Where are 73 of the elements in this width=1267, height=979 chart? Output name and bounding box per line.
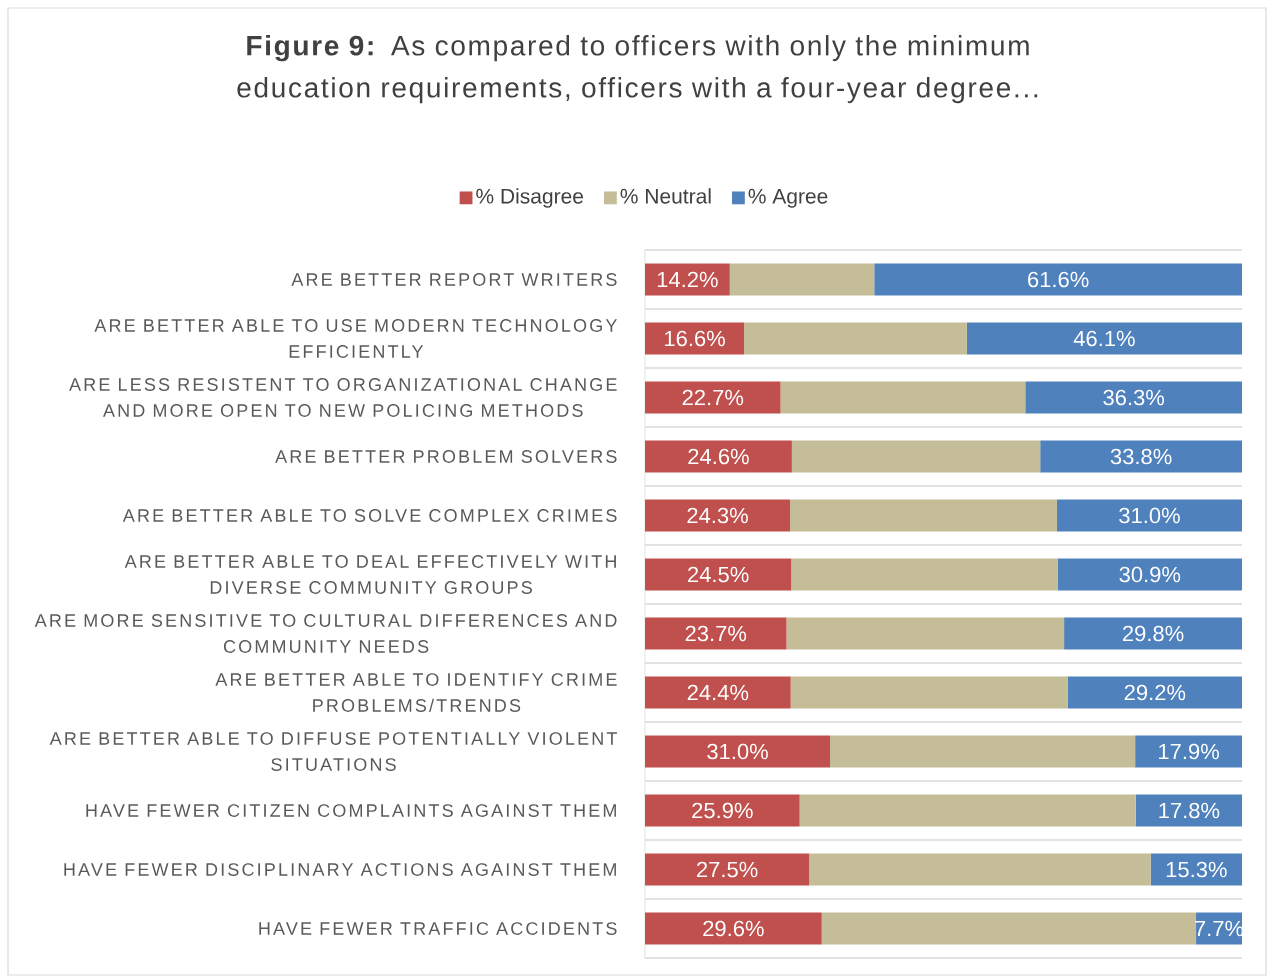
bar xyxy=(1135,735,1243,768)
bar xyxy=(1040,440,1243,473)
bar xyxy=(809,853,1151,886)
y-tick-label: HAVE FEWER CITIZEN COMPLAINTS AGAINST THEM xyxy=(86,804,616,817)
bar xyxy=(874,263,1243,296)
data-label: 33.8% xyxy=(1110,448,1172,465)
bar xyxy=(729,263,875,296)
y-tick-label: ARE BETTER ABLE TO DIFFUSE POTENTIALLY VIOLENT SITUATIONS xyxy=(49,732,617,771)
bar xyxy=(645,617,787,650)
y-tick-label: ARE LESS RESISTENT TO ORGANIZATIONAL CHANGE AND MORE OPEN TO NEW POLICING METHODS xyxy=(69,378,617,417)
bar xyxy=(799,794,1136,827)
data-label: 24.4% xyxy=(687,684,749,701)
bar xyxy=(645,322,745,355)
y-tick-label: ARE MORE SENSITIVE TO CULTURAL DIFFERENCES AND COMMUNITY NEEDS xyxy=(34,614,617,653)
bar xyxy=(791,440,1041,473)
data-label: 30.9% xyxy=(1119,566,1181,583)
bar xyxy=(645,676,791,709)
bar xyxy=(645,558,792,591)
data-label: 23.7% xyxy=(685,625,747,642)
data-label: 17.9% xyxy=(1159,743,1219,760)
data-label: 24.6% xyxy=(688,448,749,465)
data-label: 16.6% xyxy=(665,330,725,347)
data-label: 24.5% xyxy=(688,566,749,583)
bar xyxy=(830,735,1136,768)
bar xyxy=(966,322,1243,355)
bar xyxy=(1150,853,1243,886)
bar xyxy=(744,322,967,355)
bar xyxy=(1025,381,1243,414)
y-tick-label: ARE BETTER ABLE TO SOLVE COMPLEX CRIMES xyxy=(122,509,617,522)
y-tick-label: HAVE FEWER TRAFFIC ACCIDENTS xyxy=(259,922,617,935)
y-tick-label: ARE BETTER ABLE TO USE MODERN TECHNOLOGY EFFICIENTLY xyxy=(94,319,617,358)
data-label: 14.2% xyxy=(657,271,718,288)
data-label: 36.3% xyxy=(1103,389,1165,406)
bar xyxy=(790,499,1057,532)
bar xyxy=(790,676,1068,709)
data-label: 25.9% xyxy=(692,802,753,819)
data-label: 46.1% xyxy=(1073,330,1135,347)
y-tick-label: ARE BETTER REPORT WRITERS xyxy=(291,273,617,286)
bar xyxy=(1057,558,1243,591)
bar xyxy=(780,381,1026,414)
bar xyxy=(645,735,831,768)
data-label: 31.0% xyxy=(1119,507,1180,524)
legend-label: % Disagree xyxy=(476,188,584,208)
bar xyxy=(1056,499,1243,532)
data-label: 15.3% xyxy=(1166,861,1227,878)
bar xyxy=(645,440,792,473)
legend-label: % Agree xyxy=(748,188,828,208)
y-tick-label: ARE BETTER PROBLEM SOLVERS xyxy=(275,450,617,463)
y-tick-label: HAVE FEWER DISCIPLINARY ACTIONS AGAINST THEM xyxy=(64,863,616,876)
bar xyxy=(645,912,822,945)
bar xyxy=(786,617,1065,650)
data-label: 22.7% xyxy=(682,389,744,406)
data-label: 17.8% xyxy=(1159,802,1220,819)
data-label: 29.6% xyxy=(703,920,764,937)
data-label: 31.0% xyxy=(707,743,768,760)
bar xyxy=(1135,794,1243,827)
bar xyxy=(645,794,800,827)
bar xyxy=(1067,676,1243,709)
bar xyxy=(645,499,791,532)
data-label: 24.3% xyxy=(687,507,748,524)
data-label: 27.5% xyxy=(697,861,758,878)
bar xyxy=(791,558,1058,591)
y-tick-label: ARE BETTER ABLE TO DEAL EFFECTIVELY WITH DIVERSE COMMUNITY GROUPS xyxy=(124,555,616,594)
data-label: 29.8% xyxy=(1122,625,1184,642)
y-tick-label: ARE BETTER ABLE TO IDENTIFY CRIME PROBLEMS/TRENDS xyxy=(215,673,617,712)
bar xyxy=(645,853,810,886)
legend-label: % Neutral xyxy=(620,188,711,204)
data-label: 61.6% xyxy=(1028,271,1089,288)
bar xyxy=(645,381,781,414)
bar xyxy=(821,912,1197,945)
data-label: 29.2% xyxy=(1124,684,1186,701)
chart-title: Figure 9: As compared to officers with only the minimum education requirements, officers with a four-year degree... xyxy=(237,35,1038,104)
bar xyxy=(1064,617,1243,650)
